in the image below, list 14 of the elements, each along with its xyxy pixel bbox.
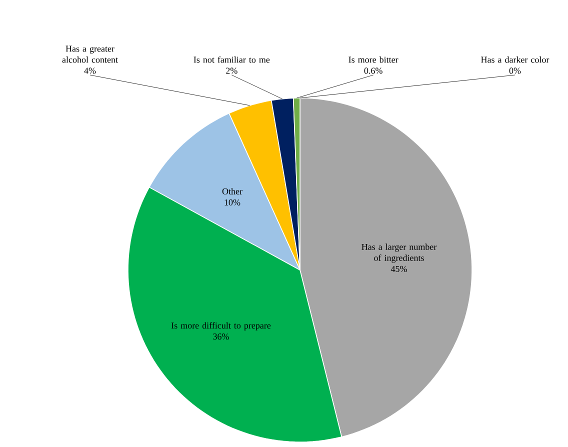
data-label: 10% — [224, 199, 240, 206]
slice-label: Other — [222, 188, 242, 194]
data-label: 36% — [213, 334, 229, 340]
slice-label: Is more difficult to prepare — [171, 322, 271, 330]
slice-label: Has a greater alcohol content — [62, 46, 118, 63]
data-label: 2% — [226, 68, 238, 74]
category-label: Has a darker color — [481, 56, 550, 63]
data-label: 45% — [390, 266, 407, 272]
text: 0% — [509, 68, 521, 74]
slice-label: Has a larger number of ingredients — [362, 244, 437, 263]
data-label: 0.6% — [364, 68, 382, 74]
slice-label: Is more bitter — [348, 56, 398, 63]
slice-label: Is not familiar to me — [194, 56, 270, 63]
data-label: 4% — [84, 68, 96, 74]
